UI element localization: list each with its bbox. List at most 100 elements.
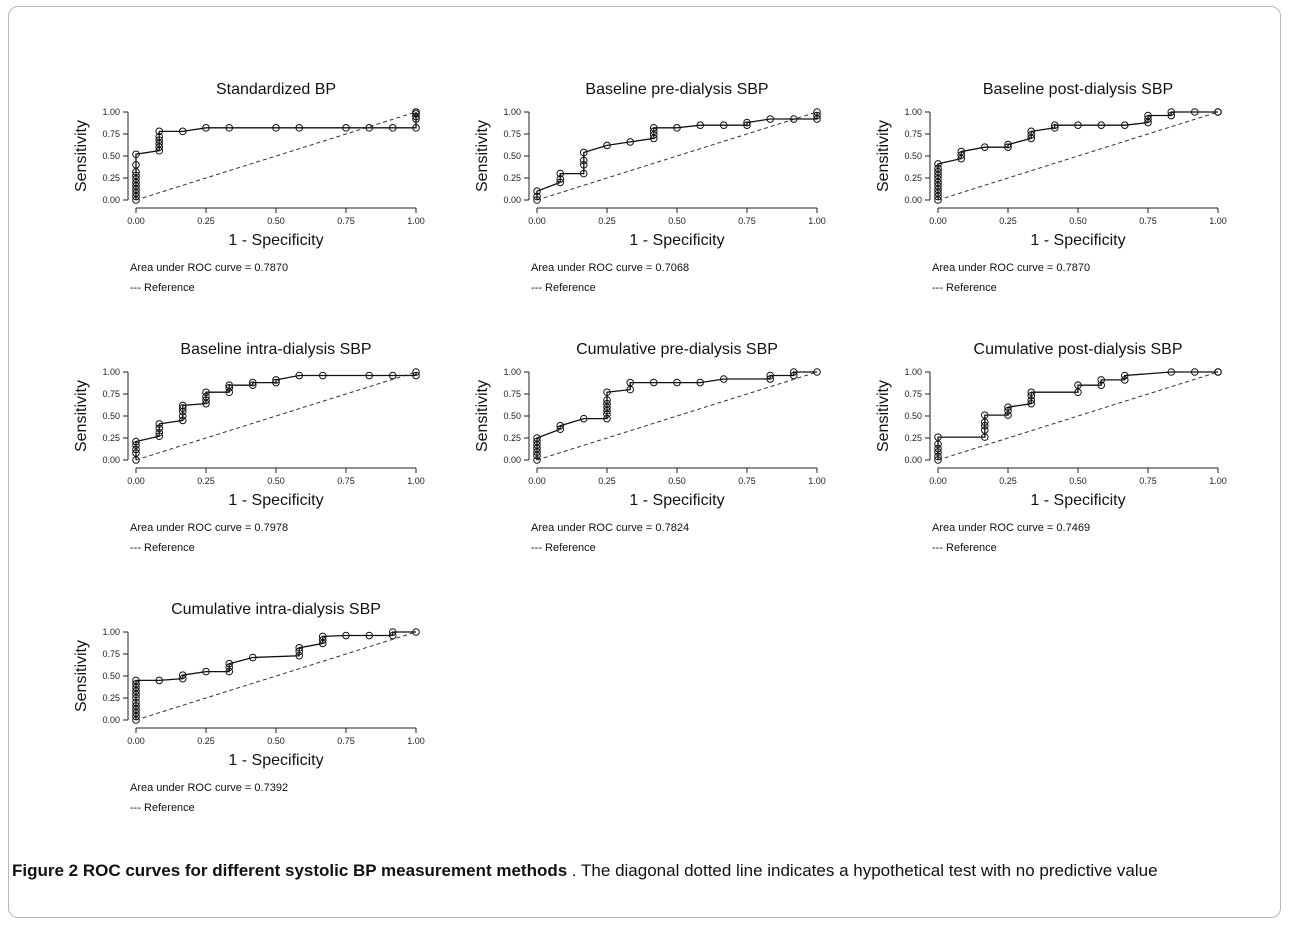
roc-point <box>957 151 966 159</box>
y-tick-label: 1.00 <box>102 367 120 377</box>
roc-point <box>365 124 374 132</box>
roc-point <box>533 434 541 442</box>
y-tick-label: 0.00 <box>102 715 120 725</box>
x-tick-label: 0.00 <box>528 476 546 486</box>
x-tick-label: 1.00 <box>1209 476 1227 486</box>
chart-title: Baseline pre-dialysis SBP <box>585 81 768 98</box>
reference-line <box>135 111 417 201</box>
roc-panel-baseline-intra-dialysis: Baseline intra-dialysis SBP 0.00 0.25 0.50 0… <box>66 338 446 588</box>
roc-point <box>673 124 681 132</box>
roc-point <box>248 378 257 387</box>
roc-point <box>696 378 705 387</box>
figure-frame <box>8 6 1281 918</box>
roc-point <box>533 456 541 464</box>
roc-point <box>533 187 541 195</box>
roc-plot: Baseline pre-dialysis SBP 0.00 0.25 0.50 0.7… <box>474 81 826 294</box>
roc-point <box>813 368 821 376</box>
roc-point <box>132 150 140 159</box>
y-tick-label: 0.50 <box>904 151 922 161</box>
roc-point <box>1004 411 1012 419</box>
y-tick-label: 0.50 <box>102 671 120 681</box>
auc-label: Area under ROC curve = 0.7824 <box>531 522 689 534</box>
roc-curve <box>536 371 817 460</box>
roc-point <box>579 414 588 423</box>
roc-point <box>579 156 588 165</box>
reference-line <box>135 631 417 721</box>
auc-label: Area under ROC curve = 0.7469 <box>932 522 1090 534</box>
roc-point <box>626 378 635 387</box>
y-axis-label: Sensitivity <box>73 380 90 452</box>
roc-point <box>412 112 420 121</box>
roc-point <box>1004 140 1012 149</box>
roc-point <box>1144 111 1152 120</box>
roc-point <box>813 111 821 120</box>
roc-point <box>1004 406 1012 415</box>
roc-point <box>934 164 942 173</box>
x-tick-label: 0.00 <box>929 476 947 486</box>
roc-point <box>1027 131 1036 139</box>
roc-panel-cumulative-pre-dialysis: Cumulative pre-dialysis SBP 0.00 0.25 0.50 0… <box>467 338 847 588</box>
roc-point <box>132 680 140 688</box>
roc-point <box>318 632 327 641</box>
roc-point <box>295 124 304 132</box>
roc-point <box>272 378 280 387</box>
roc-point <box>132 702 140 710</box>
x-tick-label: 0.00 <box>127 216 145 226</box>
roc-point <box>412 628 420 636</box>
y-tick-label: 0.25 <box>503 433 521 443</box>
roc-point <box>766 115 775 123</box>
roc-point <box>789 371 798 380</box>
roc-point <box>1167 108 1176 116</box>
x-axis-label: 1 - Specificity <box>228 752 323 769</box>
roc-plot: Baseline post-dialysis SBP 0.00 0.25 0.50 0.… <box>875 81 1227 294</box>
x-tick-label: 0.25 <box>197 216 215 226</box>
roc-point <box>318 371 327 380</box>
roc-panel-cumulative-post-dialysis: Cumulative post-dialysis SBP 0.00 0.25 0.50… <box>868 338 1248 588</box>
roc-point <box>132 698 140 707</box>
x-tick-label: 0.25 <box>598 476 616 486</box>
auc-label: Area under ROC curve = 0.7870 <box>932 262 1090 274</box>
y-axis-label: Sensitivity <box>474 380 491 452</box>
roc-point <box>789 368 798 376</box>
roc-point <box>1167 111 1176 120</box>
y-tick-label: 1.00 <box>503 367 521 377</box>
roc-point <box>980 421 989 430</box>
x-tick-label: 0.50 <box>267 476 285 486</box>
roc-point <box>603 388 611 397</box>
roc-point <box>1190 368 1199 376</box>
roc-point <box>178 412 187 420</box>
reference-legend: --- Reference <box>130 282 195 294</box>
roc-point <box>1097 121 1106 130</box>
x-tick-label: 0.25 <box>197 736 215 746</box>
y-tick-label: 0.75 <box>503 129 521 139</box>
y-tick-label: 0.25 <box>102 173 120 183</box>
roc-point <box>556 425 565 433</box>
roc-point <box>766 371 775 380</box>
roc-point <box>1027 396 1036 404</box>
roc-point <box>178 671 187 679</box>
roc-point <box>178 127 187 136</box>
y-tick-label: 0.25 <box>102 693 120 703</box>
y-tick-label: 0.00 <box>904 195 922 205</box>
roc-curve <box>536 112 818 200</box>
roc-point <box>579 169 588 178</box>
roc-point <box>202 388 210 397</box>
chart-title: Baseline post-dialysis SBP <box>983 81 1173 98</box>
roc-point <box>743 121 751 130</box>
roc-point <box>934 456 942 464</box>
roc-point <box>649 124 658 132</box>
roc-point <box>272 124 280 132</box>
roc-point <box>412 108 420 116</box>
roc-point <box>1027 127 1036 136</box>
roc-point <box>412 371 420 380</box>
roc-point <box>202 667 210 676</box>
roc-point <box>295 371 304 380</box>
roc-point <box>556 178 565 187</box>
roc-point <box>934 160 942 168</box>
x-tick-label: 0.75 <box>1139 216 1157 226</box>
x-tick-label: 1.00 <box>407 476 425 486</box>
y-tick-label: 0.00 <box>102 195 120 205</box>
x-axis-label: 1 - Specificity <box>1030 492 1125 509</box>
x-tick-label: 0.25 <box>598 216 616 226</box>
roc-point <box>225 667 234 676</box>
